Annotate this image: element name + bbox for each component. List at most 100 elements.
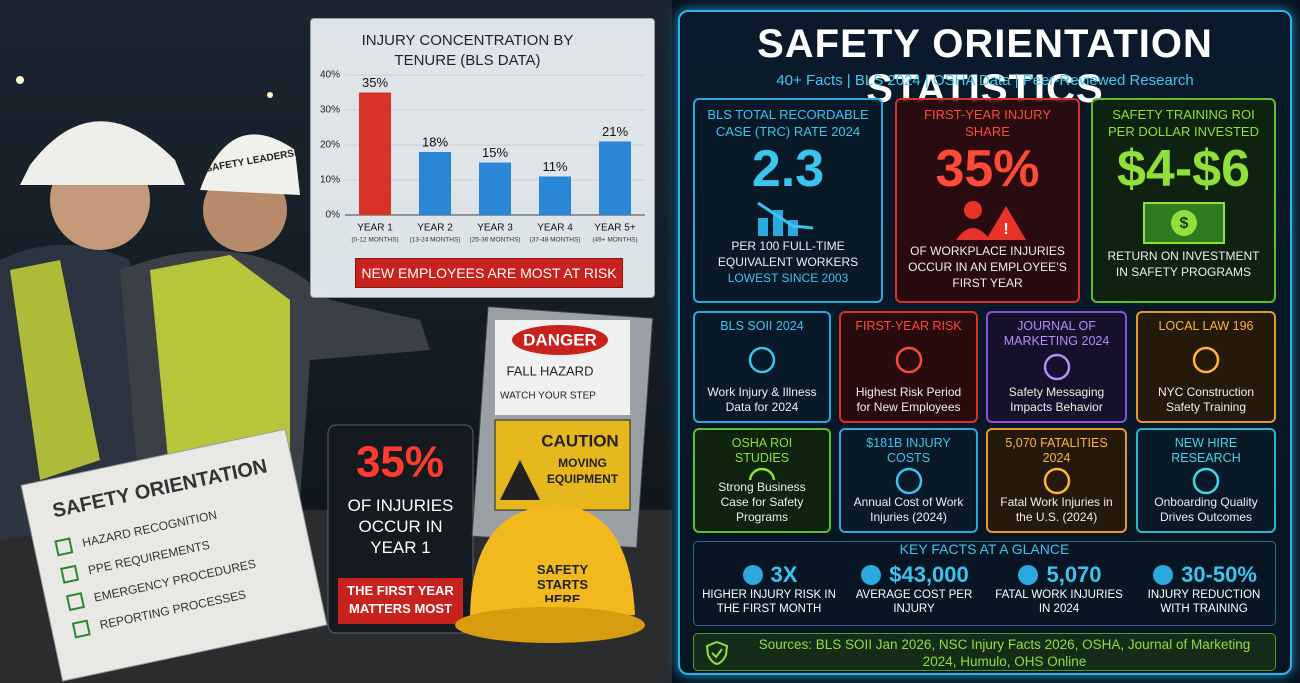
stat-card: SAFETY TRAINING ROI PER DOLLAR INVESTED …: [1091, 98, 1276, 303]
x-tick-label: YEAR 1: [357, 223, 393, 234]
icon: [748, 346, 776, 373]
card-title: SAFETY TRAINING ROI PER DOLLAR INVESTED: [1108, 107, 1259, 139]
card-desc: Work Injury & Illness Data for 2024: [707, 385, 817, 414]
hard-hat: [470, 505, 635, 620]
y-tick-label: 20%: [320, 140, 340, 151]
icon: [895, 467, 922, 495]
x-tick-note: (37-48 MONTHS): [530, 237, 581, 244]
stat-banner-text: THE FIRST YEAR MATTERS MOST: [347, 583, 454, 616]
icon: [895, 346, 922, 373]
card-title: 5,070 FATALITIES 2024: [1005, 436, 1108, 465]
card-desc: Strong Business Case for Safety Programs: [718, 480, 806, 524]
x-tick-label: YEAR 5+: [594, 223, 636, 234]
icon-shape: [748, 467, 776, 480]
icon-shape: [1192, 467, 1220, 495]
key-fact-label: AVERAGE COST PER INJURY: [855, 589, 973, 615]
icon: [748, 467, 776, 480]
key-fact-value: 5,070: [1046, 562, 1102, 587]
x-tick-note: (0-12 MONTHS): [351, 237, 398, 244]
info-card: NEW HIRE RESEARCH Onboarding Quality Driv…: [1136, 428, 1276, 533]
info-card: OSHA ROI STUDIES Strong Business Case for…: [693, 428, 831, 533]
icon: [757, 201, 814, 236]
book-cover: [20, 428, 328, 682]
chart-title: INJURY CONCENTRATION BY TENURE (BLS DATA…: [361, 32, 574, 69]
key-fact-row: 30-50%: [1151, 562, 1257, 588]
card-desc: PER 100 FULL-TIME EQUIVALENT WORKERS: [717, 239, 859, 269]
y-tick-label: 40%: [320, 70, 340, 81]
info-card: 5,070 FATALITIES 2024 Fatal Work Injuries…: [986, 428, 1127, 533]
caution-line: MOVING EQUIPMENT: [546, 456, 619, 486]
subtitle: 40+ Facts | BLS 2024 | OSHA Data | Peer-…: [776, 72, 1194, 89]
icon: [1192, 467, 1220, 495]
value-label: 21%: [602, 124, 628, 139]
key-facts-heading: KEY FACTS AT A GLANCE: [899, 541, 1070, 557]
bar: [359, 92, 391, 215]
stat-text: OF INJURIES OCCUR IN YEAR 1: [347, 496, 454, 557]
y-tick-label: 0%: [326, 210, 341, 221]
x-tick-label: YEAR 4: [537, 223, 573, 234]
danger-header-bg: [512, 325, 608, 355]
card-desc: OF WORKPLACE INJURIES OCCUR IN AN EMPLOY…: [908, 244, 1067, 290]
light: [267, 92, 273, 98]
icon-shape: [895, 467, 922, 495]
bar: [599, 141, 631, 215]
key-fact: 5,070 FATAL WORK INJURIES IN 2024: [990, 562, 1128, 624]
key-fact: 30-50% INJURY REDUCTION WITH TRAINING: [1135, 562, 1273, 624]
bar: [419, 152, 451, 215]
icon-shape: [1153, 565, 1174, 585]
stat-text-box: OF INJURIES OCCUR IN YEAR 1: [347, 496, 454, 557]
y-tick-label: 10%: [320, 175, 340, 186]
hard-hat: [200, 134, 300, 195]
card-title: JOURNAL OF MARKETING 2024: [1003, 319, 1110, 348]
value-label: 35%: [362, 75, 388, 90]
sources: Sources: BLS SOII Jan 2026, NSC Injury F…: [693, 633, 1276, 671]
icon-shape: [1018, 565, 1039, 585]
svg-text:!: !: [1003, 221, 1008, 238]
card-title: NEW HIRE RESEARCH: [1171, 436, 1241, 465]
card-title: $181B INJURY COSTS: [866, 436, 951, 465]
stat-card: FIRST-YEAR INJURY SHARE 35% ! OF WORKPLA…: [895, 98, 1080, 303]
svg-text:$: $: [1179, 215, 1188, 232]
card-title: FIRST-YEAR INJURY SHARE: [924, 107, 1051, 139]
key-fact-label: HIGHER INJURY RISK IN THE FIRST MONTH: [702, 589, 836, 615]
light: [16, 76, 24, 84]
checkbox: [54, 537, 74, 557]
icon: [1153, 565, 1174, 585]
key-fact-value: $43,000: [889, 562, 969, 587]
danger-line: FALL HAZARD: [507, 363, 594, 378]
hard-hat: [20, 121, 185, 185]
stat-card: BLS TOTAL RECORDABLE CASE (TRC) RATE 202…: [693, 98, 883, 303]
card-desc: NYC Construction Safety Training: [1157, 385, 1255, 414]
key-fact-label: FATAL WORK INJURIES IN 2024: [995, 589, 1123, 615]
chart-note: NEW EMPLOYEES ARE MOST AT RISK: [355, 258, 623, 288]
value-label: 11%: [542, 159, 567, 174]
checkbox: [71, 619, 91, 639]
stat-banner-box: THE FIRST YEAR MATTERS MOST: [347, 583, 454, 616]
card-desc: Highest Risk Period for New Employees: [855, 385, 962, 414]
checkbox: [60, 564, 80, 584]
bar: [479, 162, 511, 215]
danger-header: DANGER: [523, 330, 597, 349]
x-tick-note: (49+ MONTHS): [592, 237, 637, 244]
key-fact-value: 30-50%: [1181, 562, 1257, 587]
vest: [150, 255, 290, 480]
value-label: 15%: [482, 145, 508, 160]
icon: [861, 565, 882, 585]
card-desc: Fatal Work Injuries in the U.S. (2024): [1000, 495, 1113, 524]
caution-box: MOVING EQUIPMENT: [546, 456, 619, 486]
value-label: 18%: [422, 134, 448, 149]
card-title: OSHA ROI STUDIES: [731, 436, 793, 465]
card-desc: RETURN ON INVESTMENT IN SAFETY PROGRAMS: [1107, 249, 1260, 279]
card-title: FIRST-YEAR RISK: [855, 319, 962, 333]
icon: [1043, 467, 1070, 495]
card-value: 2.3: [751, 140, 825, 198]
card-title: BLS SOII 2024: [720, 319, 804, 333]
book: SAFETY ORIENTATION HAZARD RECOGNITIONPPE…: [20, 428, 328, 682]
card-note: LOWEST SINCE 2003: [727, 271, 849, 285]
icon-shape: [895, 346, 922, 373]
info-card: FIRST-YEAR RISK Highest Risk Period for N…: [839, 311, 978, 423]
card-value: $4-$6: [1117, 140, 1250, 198]
icon: [742, 565, 763, 585]
icon: [1192, 346, 1220, 373]
card-desc: Annual Cost of Work Injuries (2024): [853, 495, 964, 524]
